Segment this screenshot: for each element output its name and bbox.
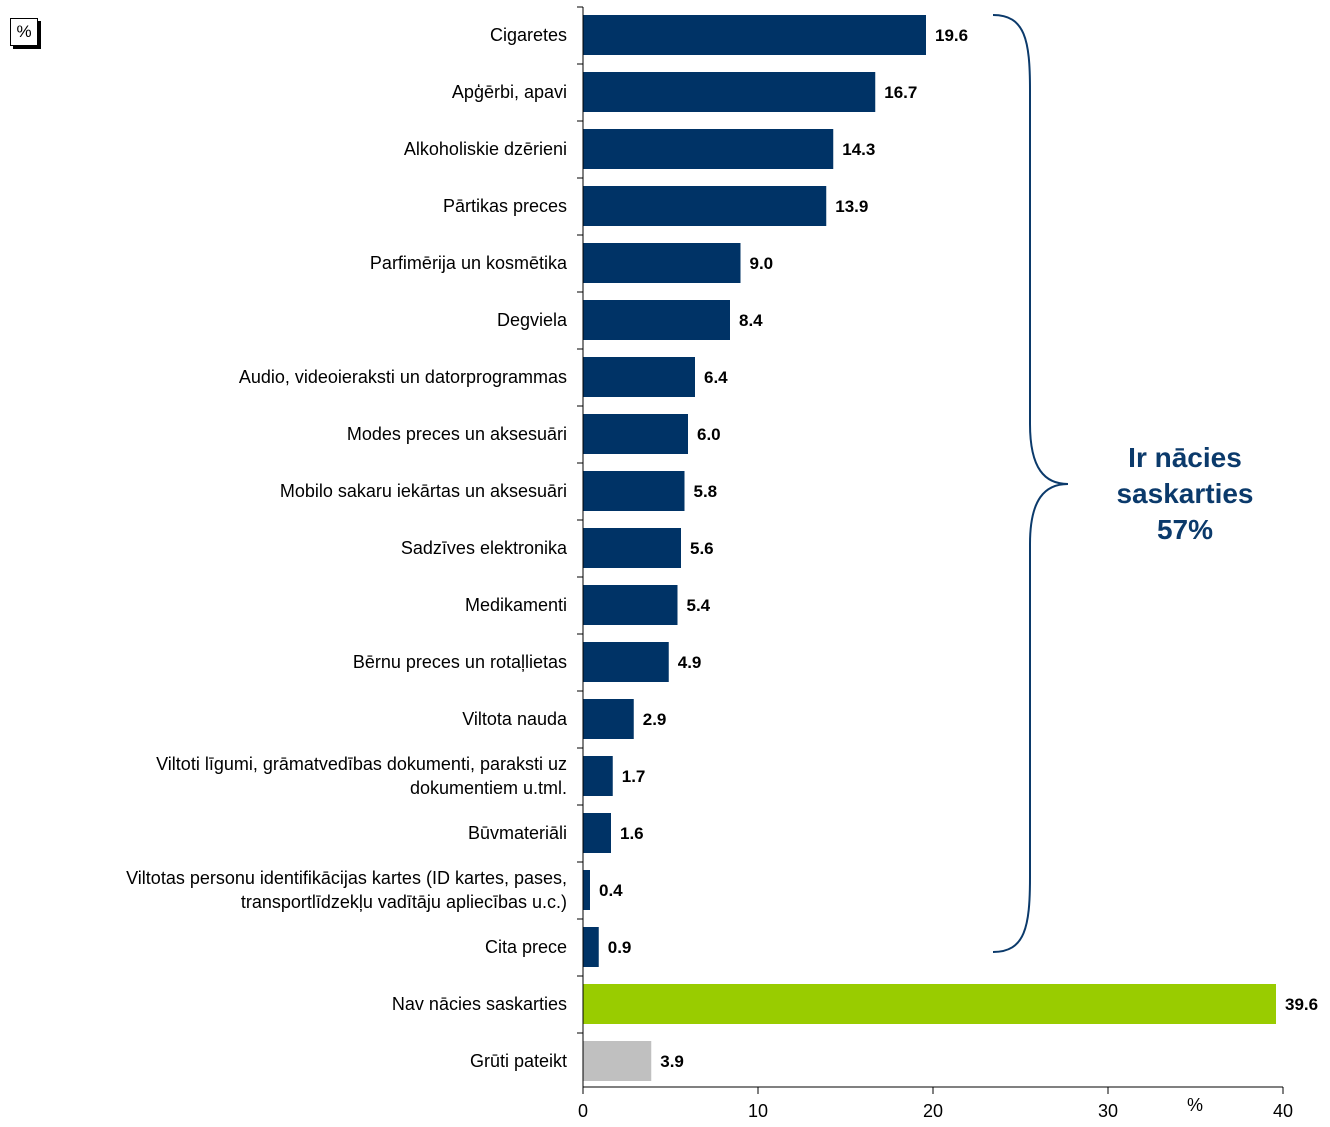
bar-value-label: 14.3 (842, 140, 875, 159)
bracket-label-line3: 57% (1156, 514, 1214, 545)
bar (583, 357, 695, 397)
bar-value-label: 0.4 (599, 881, 623, 900)
bar (583, 528, 681, 568)
bar (583, 927, 599, 967)
bracket-brace (992, 14, 1069, 953)
category-label: Pārtikas preces (443, 196, 567, 216)
category-label: Viltoti līgumi, grāmatvedības dokumenti,… (156, 754, 567, 798)
x-tick-label: 20 (923, 1101, 943, 1121)
bar (583, 585, 678, 625)
bar (583, 414, 688, 454)
x-tick-label: 10 (748, 1101, 768, 1121)
bar-value-label: 2.9 (643, 710, 667, 729)
bar (583, 642, 669, 682)
bar (583, 186, 827, 226)
category-label: Viltotas personu identifikācijas kartes … (126, 868, 567, 912)
category-label: Grūti pateikt (470, 1051, 567, 1071)
bar-value-label: 4.9 (678, 653, 702, 672)
category-label: Nav nācies saskarties (392, 994, 567, 1014)
bar (583, 756, 613, 796)
category-label: Alkoholiskie dzērieni (404, 139, 567, 159)
bar-value-label: 16.7 (884, 83, 917, 102)
bracket-label-line1: Ir nācies (1128, 442, 1242, 473)
x-tick-label: 30 (1098, 1101, 1118, 1121)
category-label: Sadzīves elektronika (401, 538, 568, 558)
bar-value-label: 6.0 (697, 425, 721, 444)
x-axis-title: % (1187, 1095, 1203, 1115)
category-label: Viltota nauda (462, 709, 568, 729)
category-label: Bērnu preces un rotaļlietas (353, 652, 567, 672)
category-label: Apģērbi, apavi (452, 82, 567, 102)
category-label: Degviela (497, 310, 568, 330)
bar (583, 15, 926, 55)
percent-unit-box: % (10, 18, 38, 46)
bar-value-label: 5.6 (690, 539, 714, 558)
bar-value-label: 19.6 (935, 26, 968, 45)
bar (583, 1041, 652, 1081)
x-tick-label: 0 (578, 1101, 588, 1121)
bar-value-label: 39.6 (1285, 995, 1318, 1014)
bar-value-label: 1.6 (620, 824, 644, 843)
category-label: Modes preces un aksesuāri (347, 424, 567, 444)
category-label: Mobilo sakaru iekārtas un aksesuāri (280, 481, 567, 501)
bracket-label-line2: saskarties (1116, 478, 1254, 509)
axis-layer: 0 10 20 30 40% (577, 6, 1293, 1121)
category-label: Cigaretes (490, 25, 567, 45)
bar (583, 870, 590, 910)
bars-layer: 19.6 Cigaretes 16.7 Apģērbi, apavi 14.3 Alkoh… (126, 15, 1318, 1081)
bar (583, 72, 876, 112)
bar-value-label: 5.8 (694, 482, 718, 501)
bracket-label: Ir nācies saskarties 57% (1080, 440, 1290, 548)
bar (583, 300, 730, 340)
bar-value-label: 13.9 (835, 197, 868, 216)
bar (583, 984, 1276, 1024)
bar (583, 813, 611, 853)
category-label: Medikamenti (465, 595, 567, 615)
bar-value-label: 8.4 (739, 311, 763, 330)
category-label: Cita prece (485, 937, 567, 957)
bar (583, 243, 741, 283)
bar (583, 471, 685, 511)
bar-value-label: 3.9 (660, 1052, 684, 1071)
bar-value-label: 9.0 (750, 254, 774, 273)
bar-value-label: 0.9 (608, 938, 632, 957)
bar (583, 129, 834, 169)
x-tick-label: 40 (1273, 1101, 1293, 1121)
bar (583, 699, 634, 739)
bar-value-label: 5.4 (687, 596, 711, 615)
category-label: Audio, videoieraksti un datorprogrammas (239, 367, 567, 387)
bar-value-label: 6.4 (704, 368, 728, 387)
bar-value-label: 1.7 (622, 767, 646, 786)
category-label: Būvmateriāli (468, 823, 567, 843)
category-label: Parfimērija un kosmētika (370, 253, 568, 273)
